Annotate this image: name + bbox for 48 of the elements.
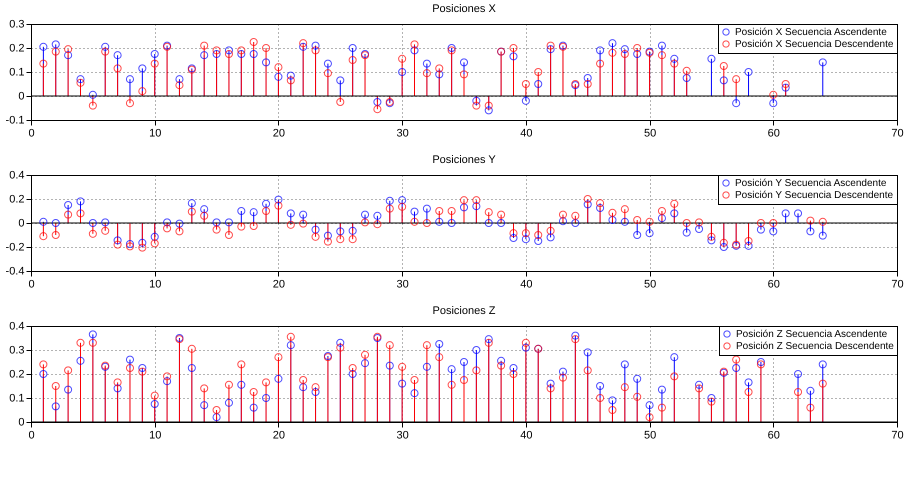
y-tick-label: 0.1	[9, 66, 24, 78]
y-tick-label: 0.2	[9, 42, 24, 54]
legend-label: Posición Z Secuencia Ascendente	[736, 329, 888, 340]
x-tick-label: 50	[644, 278, 656, 290]
y-tick-label: 0.2	[9, 194, 24, 206]
legend-label: Posición Y Secuencia Descendente	[735, 190, 894, 201]
x-tick-label: 40	[520, 128, 532, 140]
y-tick-label: 0	[18, 416, 24, 428]
y-tick-label: 0.4	[9, 170, 24, 182]
y-tick-label: -0.2	[6, 242, 24, 254]
chart-title: Posiciones X	[432, 3, 496, 15]
x-tick-label: 30	[396, 128, 409, 140]
x-tick-label: 20	[272, 430, 286, 442]
y-tick-label: 0	[18, 90, 24, 102]
legend-label: Posición X Secuencia Descendente	[735, 39, 894, 50]
x-tick-label: 10	[149, 430, 162, 442]
y-tick-label: 0.2	[9, 368, 24, 380]
x-tick-label: 70	[891, 128, 904, 140]
y-tick-label: 0	[18, 218, 24, 230]
chart-title: Posiciones Z	[432, 305, 496, 317]
y-tick-label: 0.1	[9, 392, 24, 404]
x-tick-label: 0	[28, 128, 35, 140]
x-tick-label: 30	[396, 278, 409, 290]
x-tick-label: 10	[149, 278, 162, 290]
y-tick-label: -0.1	[6, 114, 24, 126]
x-tick-label: 70	[891, 430, 904, 442]
x-tick-label: 0	[28, 278, 35, 290]
x-tick-label: 30	[396, 430, 409, 442]
y-tick-label: 0.4	[9, 320, 24, 332]
y-tick-label: 0.3	[9, 18, 24, 30]
x-tick-label: 60	[768, 430, 780, 442]
y-tick-label: -0.4	[6, 266, 24, 278]
x-tick-label: 60	[768, 278, 780, 290]
x-tick-label: 40	[520, 278, 532, 290]
legend-label: Posición Y Secuencia Ascendente	[735, 178, 887, 189]
legend-label: Posición X Secuencia Ascendente	[735, 27, 888, 38]
y-tick-label: 0.3	[9, 344, 24, 356]
x-tick-label: 50	[644, 430, 656, 442]
x-tick-label: 70	[891, 278, 904, 290]
legend-label: Posición Z Secuencia Descendente	[736, 341, 894, 352]
chart-title: Posiciones Y	[432, 154, 496, 166]
x-tick-label: 60	[768, 128, 780, 140]
x-tick-label: 20	[272, 128, 286, 140]
x-tick-label: 10	[149, 128, 162, 140]
x-tick-label: 20	[272, 278, 286, 290]
x-tick-label: 50	[644, 128, 656, 140]
x-tick-label: 0	[28, 430, 35, 442]
x-tick-label: 40	[520, 430, 532, 442]
